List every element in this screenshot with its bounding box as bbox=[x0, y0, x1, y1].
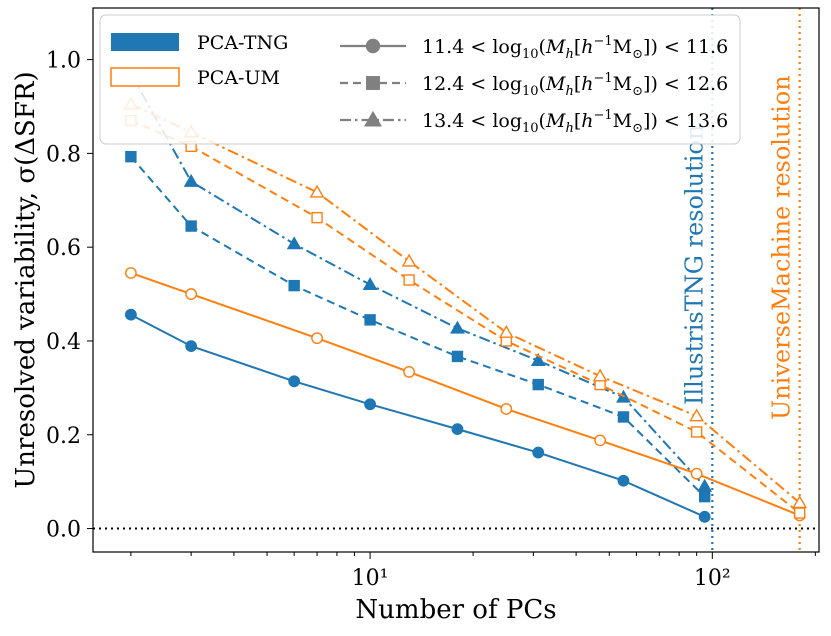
legend-patch-tng bbox=[111, 33, 179, 51]
series-line-tng-0 bbox=[130, 313, 706, 518]
data-point-tng-1-5 bbox=[532, 378, 544, 391]
y-axis-title: Unresolved variability, σ(ΔSFR) bbox=[11, 71, 41, 488]
data-point-um-0-0 bbox=[124, 267, 137, 279]
data-point-tng-2-3 bbox=[362, 277, 378, 291]
data-point-um-2-5 bbox=[592, 368, 608, 382]
data-point-um-0-6 bbox=[690, 467, 703, 480]
data-point-tng-2-7 bbox=[697, 478, 713, 492]
legend-marker-mass-bin-0 bbox=[365, 38, 381, 54]
y-tick-label: 0.0 bbox=[46, 518, 81, 543]
data-point-tng-1-4 bbox=[451, 350, 464, 363]
x-tick-label: 10² bbox=[694, 566, 731, 591]
x-axis-title: Number of PCs bbox=[355, 595, 556, 625]
data-point-um-2-4 bbox=[498, 324, 514, 338]
data-point-tng-2-1 bbox=[183, 173, 199, 187]
data-point-um-0-2 bbox=[311, 332, 323, 345]
y-tick-label: 0.8 bbox=[46, 142, 81, 167]
data-point-um-0-3 bbox=[403, 366, 415, 378]
data-point-um-1-3 bbox=[403, 274, 415, 286]
legend-mass-bins: 11.4 < log10(Mh[h−1M⊙]) < 11.6 12.4 < log… bbox=[340, 34, 728, 136]
data-point-um-2-7 bbox=[792, 495, 808, 509]
legend-marker-mass-bin-1 bbox=[366, 76, 380, 90]
legend-label-mass-bin-0: 11.4 < log10(Mh[h−1M⊙]) < 11.6 bbox=[422, 34, 728, 62]
data-point-tng-2-2 bbox=[286, 236, 302, 250]
data-point-tng-0-4 bbox=[451, 423, 464, 436]
legend-label-tng: PCA-TNG bbox=[197, 32, 288, 54]
data-point-tng-0-3 bbox=[364, 398, 376, 411]
data-point-um-0-4 bbox=[500, 403, 513, 415]
universemachine-resolution-label: UniverseMachine resolution bbox=[768, 75, 796, 420]
data-point-um-2-3 bbox=[401, 253, 417, 267]
data-point-tng-0-7 bbox=[698, 510, 711, 523]
data-point-tng-0-0 bbox=[124, 308, 137, 321]
data-point-um-2-2 bbox=[309, 184, 325, 198]
plot-frame bbox=[92, 7, 820, 553]
data-point-tng-1-2 bbox=[288, 279, 300, 292]
x-axis: 10¹ 10² bbox=[130, 552, 816, 591]
series-line-um-1 bbox=[130, 119, 801, 514]
data-point-um-2-6 bbox=[689, 408, 705, 422]
legend-patch-um bbox=[110, 67, 180, 87]
y-tick-label: 0.4 bbox=[46, 330, 81, 355]
legend-frame bbox=[99, 14, 741, 145]
series-tng-1 bbox=[125, 150, 711, 503]
legend-label-um: PCA-UM bbox=[197, 67, 280, 89]
y-axis: 0.0 0.2 0.4 0.6 0.8 1.0 bbox=[46, 49, 93, 543]
series-um-0 bbox=[124, 267, 806, 522]
data-point-um-1-2 bbox=[311, 211, 323, 224]
illustristng-resolution-label: IllustrisTNG resolution bbox=[680, 125, 708, 405]
series-line-tng-1 bbox=[130, 156, 706, 498]
data-point-um-0-1 bbox=[185, 288, 198, 300]
data-point-um-0-5 bbox=[594, 434, 606, 447]
legend-marker-mass-bin-2 bbox=[364, 110, 382, 127]
data-point-tng-1-3 bbox=[364, 314, 376, 326]
y-tick-label: 1.0 bbox=[46, 49, 81, 74]
data-point-tng-1-1 bbox=[185, 220, 197, 232]
data-point-um-1-6 bbox=[690, 426, 703, 438]
y-tick-label: 0.2 bbox=[46, 424, 81, 449]
data-point-tng-1-7 bbox=[698, 490, 711, 503]
x-tick-label: 10¹ bbox=[352, 566, 389, 591]
data-point-tng-2-4 bbox=[450, 320, 465, 334]
data-point-tng-0-2 bbox=[288, 375, 301, 388]
legend: PCA-TNG PCA-UM 11.4 < log10(Mh[h−1M⊙]) <… bbox=[99, 14, 741, 145]
series-tng-0 bbox=[124, 308, 711, 523]
data-point-tng-0-1 bbox=[185, 340, 198, 353]
data-point-tng-1-0 bbox=[125, 150, 137, 163]
y-tick-label: 0.6 bbox=[46, 236, 81, 261]
legend-label-mass-bin-2: 13.4 < log10(Mh[h−1M⊙]) < 13.6 bbox=[422, 108, 728, 136]
data-point-tng-2-5 bbox=[530, 353, 546, 367]
data-point-tng-0-5 bbox=[532, 446, 545, 459]
series-line-um-0 bbox=[130, 272, 801, 517]
data-point-tng-0-6 bbox=[617, 474, 630, 487]
legend-label-mass-bin-1: 12.4 < log10(Mh[h−1M⊙]) < 12.6 bbox=[422, 71, 728, 99]
data-point-tng-1-6 bbox=[617, 411, 630, 423]
data-point-um-1-7 bbox=[793, 507, 806, 519]
